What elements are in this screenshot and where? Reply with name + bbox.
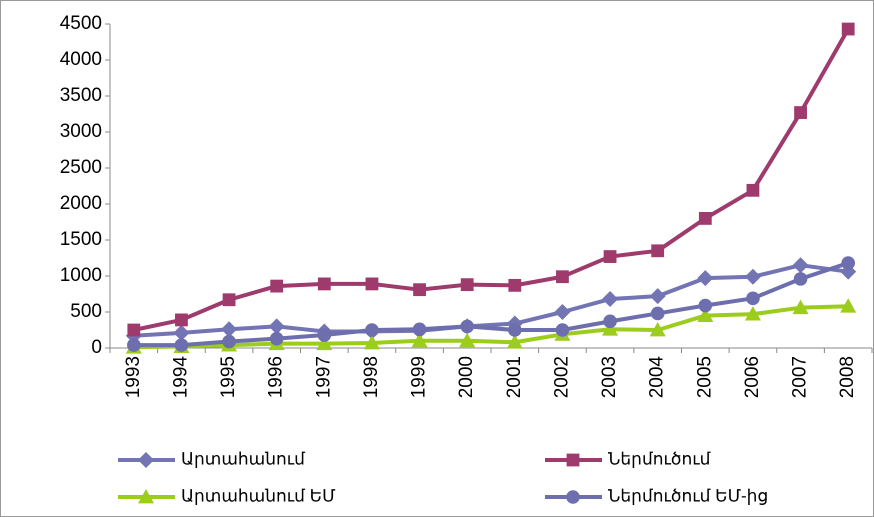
x-tick-label: 2000 (456, 356, 477, 398)
legend-label: Ներմուծում ԵՄ-ից (608, 486, 768, 505)
x-tick-label: 1993 (123, 356, 144, 398)
series-line (133, 304, 849, 350)
x-tick-label: 1997 (313, 356, 334, 398)
y-tick-label: 3000 (60, 121, 102, 142)
x-tick-label: 2001 (504, 356, 525, 398)
marker (127, 338, 141, 352)
marker (460, 319, 474, 334)
marker (175, 313, 188, 327)
marker (651, 244, 665, 258)
marker (460, 278, 474, 292)
marker (603, 250, 617, 263)
marker (746, 183, 760, 197)
marker (602, 321, 619, 336)
marker (127, 323, 141, 337)
marker (697, 307, 714, 322)
x-tick-label: 1999 (409, 356, 430, 398)
marker (566, 453, 580, 467)
x-tick-label: 2005 (694, 356, 715, 398)
y-tick-label: 0 (91, 337, 102, 358)
marker (649, 322, 666, 337)
marker (840, 298, 857, 313)
x-tick-label: 2004 (647, 356, 668, 399)
y-tick-label: 3500 (60, 85, 102, 106)
y-tick-label: 1000 (60, 265, 102, 286)
x-tick-label: 1995 (218, 356, 239, 398)
marker (602, 291, 619, 308)
marker (222, 293, 236, 307)
marker (269, 331, 284, 346)
marker (697, 270, 714, 287)
marker (508, 323, 522, 337)
marker (744, 268, 761, 285)
marker (268, 318, 285, 335)
series-line (133, 263, 849, 338)
marker (174, 338, 189, 352)
marker (698, 298, 713, 313)
x-tick-label: 2003 (599, 356, 620, 398)
marker (138, 452, 154, 468)
x-tick-label: 2006 (742, 356, 763, 398)
marker (744, 306, 761, 321)
x-tick-label: 2007 (790, 356, 811, 398)
x-tick-label: 1994 (170, 356, 191, 399)
legend-label: Արտահանում ԵՄ (181, 486, 336, 505)
marker (841, 22, 855, 36)
marker (792, 299, 809, 315)
marker (316, 335, 333, 351)
marker (792, 257, 809, 274)
marker (649, 288, 666, 305)
marker (746, 291, 760, 306)
marker (650, 306, 665, 321)
marker (556, 270, 569, 284)
y-tick-label: 1500 (60, 229, 102, 250)
marker (270, 279, 284, 293)
marker (794, 106, 807, 119)
marker (603, 314, 617, 329)
marker (554, 304, 571, 320)
x-tick-label: 1998 (361, 356, 382, 398)
marker (698, 212, 712, 225)
y-tick-label: 2000 (60, 193, 102, 214)
marker (411, 332, 428, 348)
marker (222, 334, 236, 349)
y-tick-label: 500 (70, 301, 102, 322)
y-tick-label: 4000 (60, 49, 102, 70)
marker (317, 328, 332, 342)
marker (363, 334, 380, 350)
marker (459, 332, 476, 348)
x-tick-label: 2002 (551, 356, 572, 398)
marker (555, 323, 570, 337)
marker (138, 489, 154, 504)
x-tick-label: 1996 (266, 356, 287, 398)
series-line (133, 28, 850, 332)
marker (506, 334, 523, 349)
legend-label: Ներմուծում (608, 449, 711, 468)
marker (508, 278, 522, 292)
marker (412, 322, 427, 337)
marker (317, 277, 331, 291)
series-line (133, 261, 849, 348)
marker (365, 277, 379, 291)
marker (566, 490, 580, 504)
marker (365, 323, 379, 337)
x-tick-label: 2008 (837, 356, 858, 398)
marker (413, 283, 426, 297)
marker (221, 321, 238, 338)
y-tick-label: 2500 (60, 157, 102, 178)
marker (793, 272, 808, 286)
marker (841, 256, 855, 270)
marker (173, 324, 190, 341)
y-tick-label: 4500 (60, 13, 102, 34)
legend-label: Արտահանում (181, 449, 305, 468)
